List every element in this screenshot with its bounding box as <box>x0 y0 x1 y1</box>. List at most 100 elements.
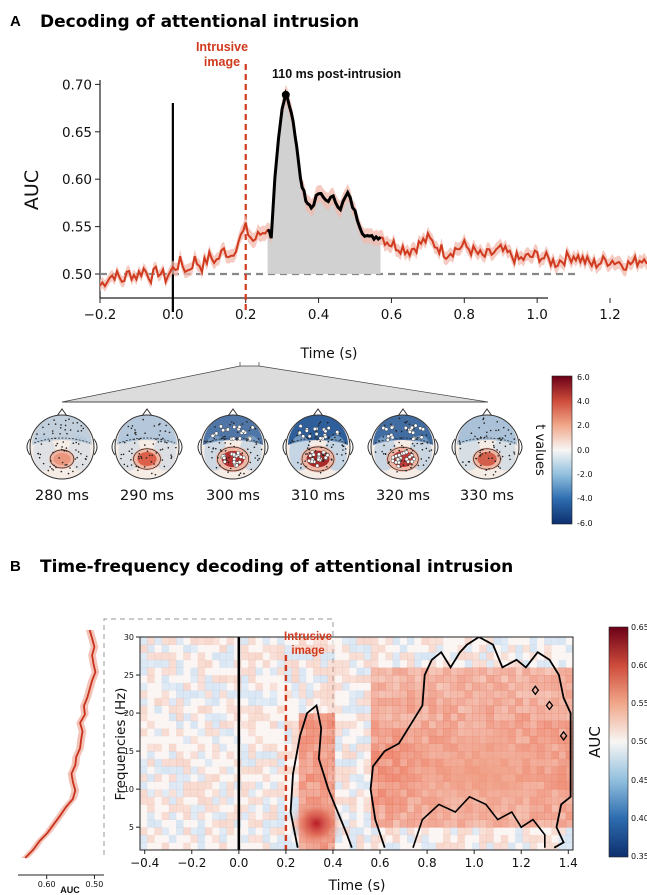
heatmap-cell <box>407 675 415 683</box>
heatmap-cell <box>204 773 213 782</box>
heatmap-cell <box>204 713 213 722</box>
sensor-dot <box>241 423 244 425</box>
heatmap-cell <box>291 789 300 798</box>
heatmap-cell <box>421 644 429 653</box>
significant-sensor <box>241 429 246 434</box>
sensor-dot <box>470 432 473 435</box>
heatmap-cell <box>147 827 155 836</box>
standard-error-band <box>100 84 647 292</box>
heatmap-cell <box>154 697 162 706</box>
heatmap-cell <box>298 690 307 699</box>
heatmap-cell <box>522 690 531 699</box>
heatmap-cell <box>226 743 235 752</box>
nose <box>312 408 324 417</box>
heatmap-cell <box>241 644 249 653</box>
heatmap-cell <box>356 842 365 850</box>
heatmap-cell <box>204 789 213 798</box>
cbar-a-tick-5: -4.0 <box>577 494 593 503</box>
heatmap-cell <box>241 781 249 790</box>
heatmap-cell <box>464 644 473 653</box>
heatmap-cell <box>493 682 502 691</box>
heatmap-cell <box>154 796 162 805</box>
sensor-dot <box>138 438 140 441</box>
heatmap-cell <box>176 667 184 676</box>
significant-sensor <box>395 457 400 462</box>
significant-sensor <box>232 457 237 462</box>
heatmap-cell <box>472 637 480 645</box>
sensor-dot <box>224 450 227 452</box>
heatmap-cell <box>529 682 538 691</box>
heatmap-cell <box>277 637 285 645</box>
heatmap-cell <box>370 735 379 744</box>
sensor-dot <box>170 457 172 460</box>
heatmap-cell <box>284 644 292 653</box>
sensor-dot <box>74 458 77 460</box>
heatmap-cell <box>255 804 264 813</box>
heatmap-cell <box>544 842 552 850</box>
heatmap-cell <box>204 644 213 653</box>
heatmap-cell <box>241 812 249 820</box>
heatmap-cell <box>378 812 386 820</box>
x-tick-label: −0.2 <box>84 307 117 323</box>
sensor-dot <box>425 460 428 462</box>
heatmap-cell <box>536 667 545 676</box>
cbar-b-tick-0: 0.65 <box>631 623 647 632</box>
heatmap-cell <box>140 682 148 691</box>
heatmap-cell <box>168 675 177 683</box>
heatmap-cell <box>544 682 552 691</box>
heatmap-cell <box>269 735 278 744</box>
heatmap-cell <box>313 667 321 676</box>
heatmap-cell <box>255 834 264 843</box>
sensor-dot <box>170 454 172 456</box>
heatmap-cell <box>197 766 206 775</box>
heatmap-cell <box>147 781 155 790</box>
heatmap-cell <box>370 781 379 790</box>
sensor-dot <box>51 467 53 470</box>
heatmap-cell <box>551 713 559 722</box>
sensor-dot <box>68 418 70 421</box>
sensor-dot <box>404 422 407 424</box>
heatmap-cell <box>327 728 336 737</box>
heatmap-cell <box>378 720 386 729</box>
heatmap-cell <box>464 652 473 661</box>
sensor-dot <box>493 446 495 449</box>
heatmap-cell <box>327 773 336 782</box>
significant-sensor <box>310 459 314 464</box>
heatmap-cell <box>363 758 372 767</box>
significant-sensor <box>237 424 242 429</box>
heatmap-cell <box>147 690 155 699</box>
heatmap-cell <box>212 842 220 850</box>
heatmap-cell <box>204 659 213 668</box>
intrusive-label-a-line1: Intrusive <box>196 40 248 54</box>
sensor-dot <box>40 443 43 445</box>
intrusive-label-b-line2: image <box>291 645 324 657</box>
heatmap-cell <box>464 697 473 706</box>
heatmap-cell <box>212 789 220 798</box>
heatmap-cell <box>472 652 480 661</box>
heatmap-cell <box>226 652 235 661</box>
sensor-dot <box>42 462 45 465</box>
heatmap-cell <box>399 697 408 706</box>
heatmap-cell <box>269 834 278 843</box>
heatmap-cell <box>356 675 365 683</box>
sensor-dot <box>208 446 210 449</box>
heatmap-cell <box>551 652 559 661</box>
heatmap-cell <box>464 675 473 683</box>
sensor-dot <box>411 463 413 466</box>
sensor-dot <box>80 425 83 427</box>
heatmap-cell <box>342 812 350 820</box>
sensor-dot <box>410 466 412 469</box>
heatmap-cell <box>161 804 170 813</box>
heatmap-cell <box>147 743 155 752</box>
heatmap-cell <box>298 637 307 645</box>
sensor-dot <box>224 442 226 444</box>
heatmap-cell <box>378 713 386 722</box>
heatmap-cell <box>147 804 155 813</box>
heatmap-cell <box>255 743 264 752</box>
heatmap-cell <box>558 819 567 828</box>
heatmap-cell <box>399 720 408 729</box>
sensor-dot <box>300 467 302 469</box>
sensor-dot <box>322 460 325 463</box>
sensor-dot <box>496 421 499 423</box>
sensor-dot <box>52 432 54 435</box>
